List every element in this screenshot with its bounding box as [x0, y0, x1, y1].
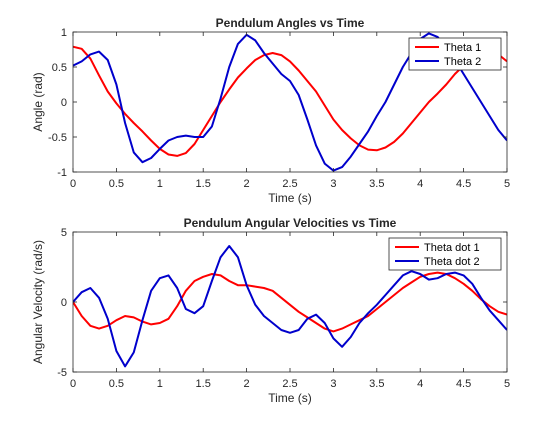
angles-y-axis-label: Angle (rad)	[31, 72, 45, 131]
angles-x-tick-label: 2.5	[282, 178, 297, 190]
angles-legend: Theta 1 Theta 2	[408, 37, 502, 71]
angles-x-tick-label: 1	[157, 178, 163, 190]
angles-x-tick-label: 1.5	[196, 178, 211, 190]
velocities-y-tick-label: 0	[61, 297, 67, 309]
angles-legend-label-1: Theta 1	[444, 42, 481, 54]
angles-x-tick-label: 4	[417, 178, 423, 190]
velocities-x-tick-label: 3	[330, 378, 336, 390]
angles-y-tick-label: -1	[57, 167, 67, 179]
angles-y-tick-label: 0	[61, 97, 67, 109]
velocities-x-tick-label: 3.5	[369, 378, 384, 390]
angles-x-axis-label: Time (s)	[268, 191, 312, 205]
velocities-x-tick-label: 0.5	[109, 378, 124, 390]
angles-chart: 0 0.5 1 1.5 2 2.5 3 3.5 4 4.5 5 -1 -0.5 0 0.5 1 Pendulum…	[31, 16, 510, 205]
angles-y-tick-label: 1	[61, 27, 67, 39]
velocities-x-tick-label: 1.5	[196, 378, 211, 390]
velocities-legend-label-2: Theta dot 2	[424, 256, 480, 268]
velocities-y-tick-label: -5	[57, 367, 67, 379]
angles-legend-box	[408, 37, 502, 71]
angles-y-tick-label: 0.5	[52, 62, 67, 74]
angles-x-tick-label: 3	[330, 178, 336, 190]
velocities-series-line-1	[73, 271, 507, 333]
angles-series-line-1	[73, 45, 507, 157]
velocities-legend-label-1: Theta dot 1	[424, 242, 480, 254]
angles-legend-label-2: Theta 2	[444, 56, 481, 68]
angles-x-tick-label: 4.5	[456, 178, 471, 190]
angles-x-tick-label: 2	[244, 178, 250, 190]
velocities-chart-title: Pendulum Angular Velocities vs Time	[184, 216, 397, 230]
velocities-x-tick-label: 4.5	[456, 378, 471, 390]
velocities-x-tick-label: 1	[157, 378, 163, 390]
angles-x-tick-label: 0.5	[109, 178, 124, 190]
angles-series-line-2	[73, 32, 507, 172]
velocities-x-tick-label: 0	[70, 378, 76, 390]
angles-y-tick-label: -0.5	[48, 132, 67, 144]
velocities-x-tick-label: 5	[504, 378, 510, 390]
angles-chart-title: Pendulum Angles vs Time	[216, 16, 365, 30]
angles-x-tick-label: 3.5	[369, 178, 384, 190]
angles-x-tick-label: 0	[70, 178, 76, 190]
velocities-x-axis-label: Time (s)	[268, 391, 312, 405]
velocities-x-tick-label: 2.5	[282, 378, 297, 390]
velocities-x-tick-label: 4	[417, 378, 423, 390]
velocities-legend: Theta dot 1 Theta dot 2	[388, 237, 502, 271]
velocities-series-line-2	[73, 245, 507, 368]
angles-x-tick-label: 5	[504, 178, 510, 190]
velocities-y-tick-label: 5	[61, 227, 67, 239]
velocities-legend-box	[388, 237, 502, 271]
velocities-x-tick-label: 2	[244, 378, 250, 390]
velocities-y-axis-label: Angular Velocity (rad/s)	[31, 240, 45, 364]
